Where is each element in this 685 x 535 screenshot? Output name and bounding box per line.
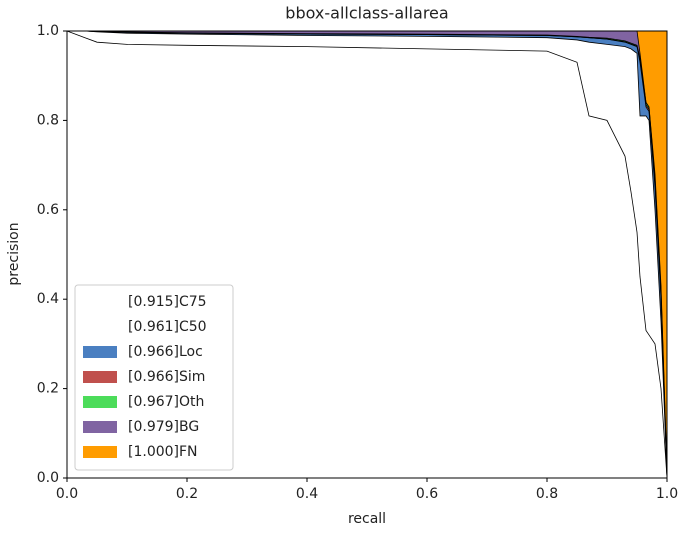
x-tick-label: 0.2 — [176, 486, 198, 502]
legend-swatch — [83, 296, 117, 308]
x-axis-label: recall — [348, 511, 386, 527]
y-tick-label: 0.0 — [37, 470, 59, 486]
legend-label: [1.000]FN — [128, 444, 198, 460]
plot-frame — [66, 30, 668, 479]
legend-label: [0.966]Sim — [128, 369, 205, 385]
legend-label: [0.961]C50 — [128, 319, 207, 335]
pr-curve — [67, 30, 668, 479]
x-tick-label: 1.0 — [656, 486, 678, 502]
legend-swatch — [83, 321, 117, 333]
chart-title: bbox-allclass-allarea — [285, 4, 448, 23]
legend-label: [0.966]Loc — [128, 344, 203, 360]
y-tick-label: 1.0 — [37, 23, 59, 39]
x-tick-label: 0.8 — [536, 486, 558, 502]
legend-swatch — [83, 421, 117, 433]
pr-curve — [66, 30, 668, 479]
x-tick-label: 0.0 — [56, 486, 78, 502]
y-tick-label: 0.4 — [37, 291, 59, 307]
y-tick-label: 0.2 — [37, 381, 59, 397]
legend-label: [0.915]C75 — [128, 294, 207, 310]
x-tick-label: 0.4 — [296, 486, 318, 502]
area-fill — [67, 31, 667, 478]
legend-label: [0.979]BG — [128, 419, 199, 435]
y-tick-label: 0.6 — [37, 202, 59, 218]
legend: [0.915]C75 [0.961]C50 [0.966]Loc [0.966]Sim… — [74, 284, 234, 471]
legend-label: [0.967]Oth — [128, 394, 204, 410]
legend-swatch — [83, 396, 117, 408]
legend-swatch — [83, 371, 117, 383]
legend-swatch — [83, 346, 117, 358]
x-tick-label: 0.6 — [416, 486, 438, 502]
y-tick-label: 0.8 — [37, 112, 59, 128]
legend-swatch — [83, 446, 117, 458]
pr-curve — [67, 30, 668, 479]
y-axis-label: precision — [6, 222, 22, 285]
